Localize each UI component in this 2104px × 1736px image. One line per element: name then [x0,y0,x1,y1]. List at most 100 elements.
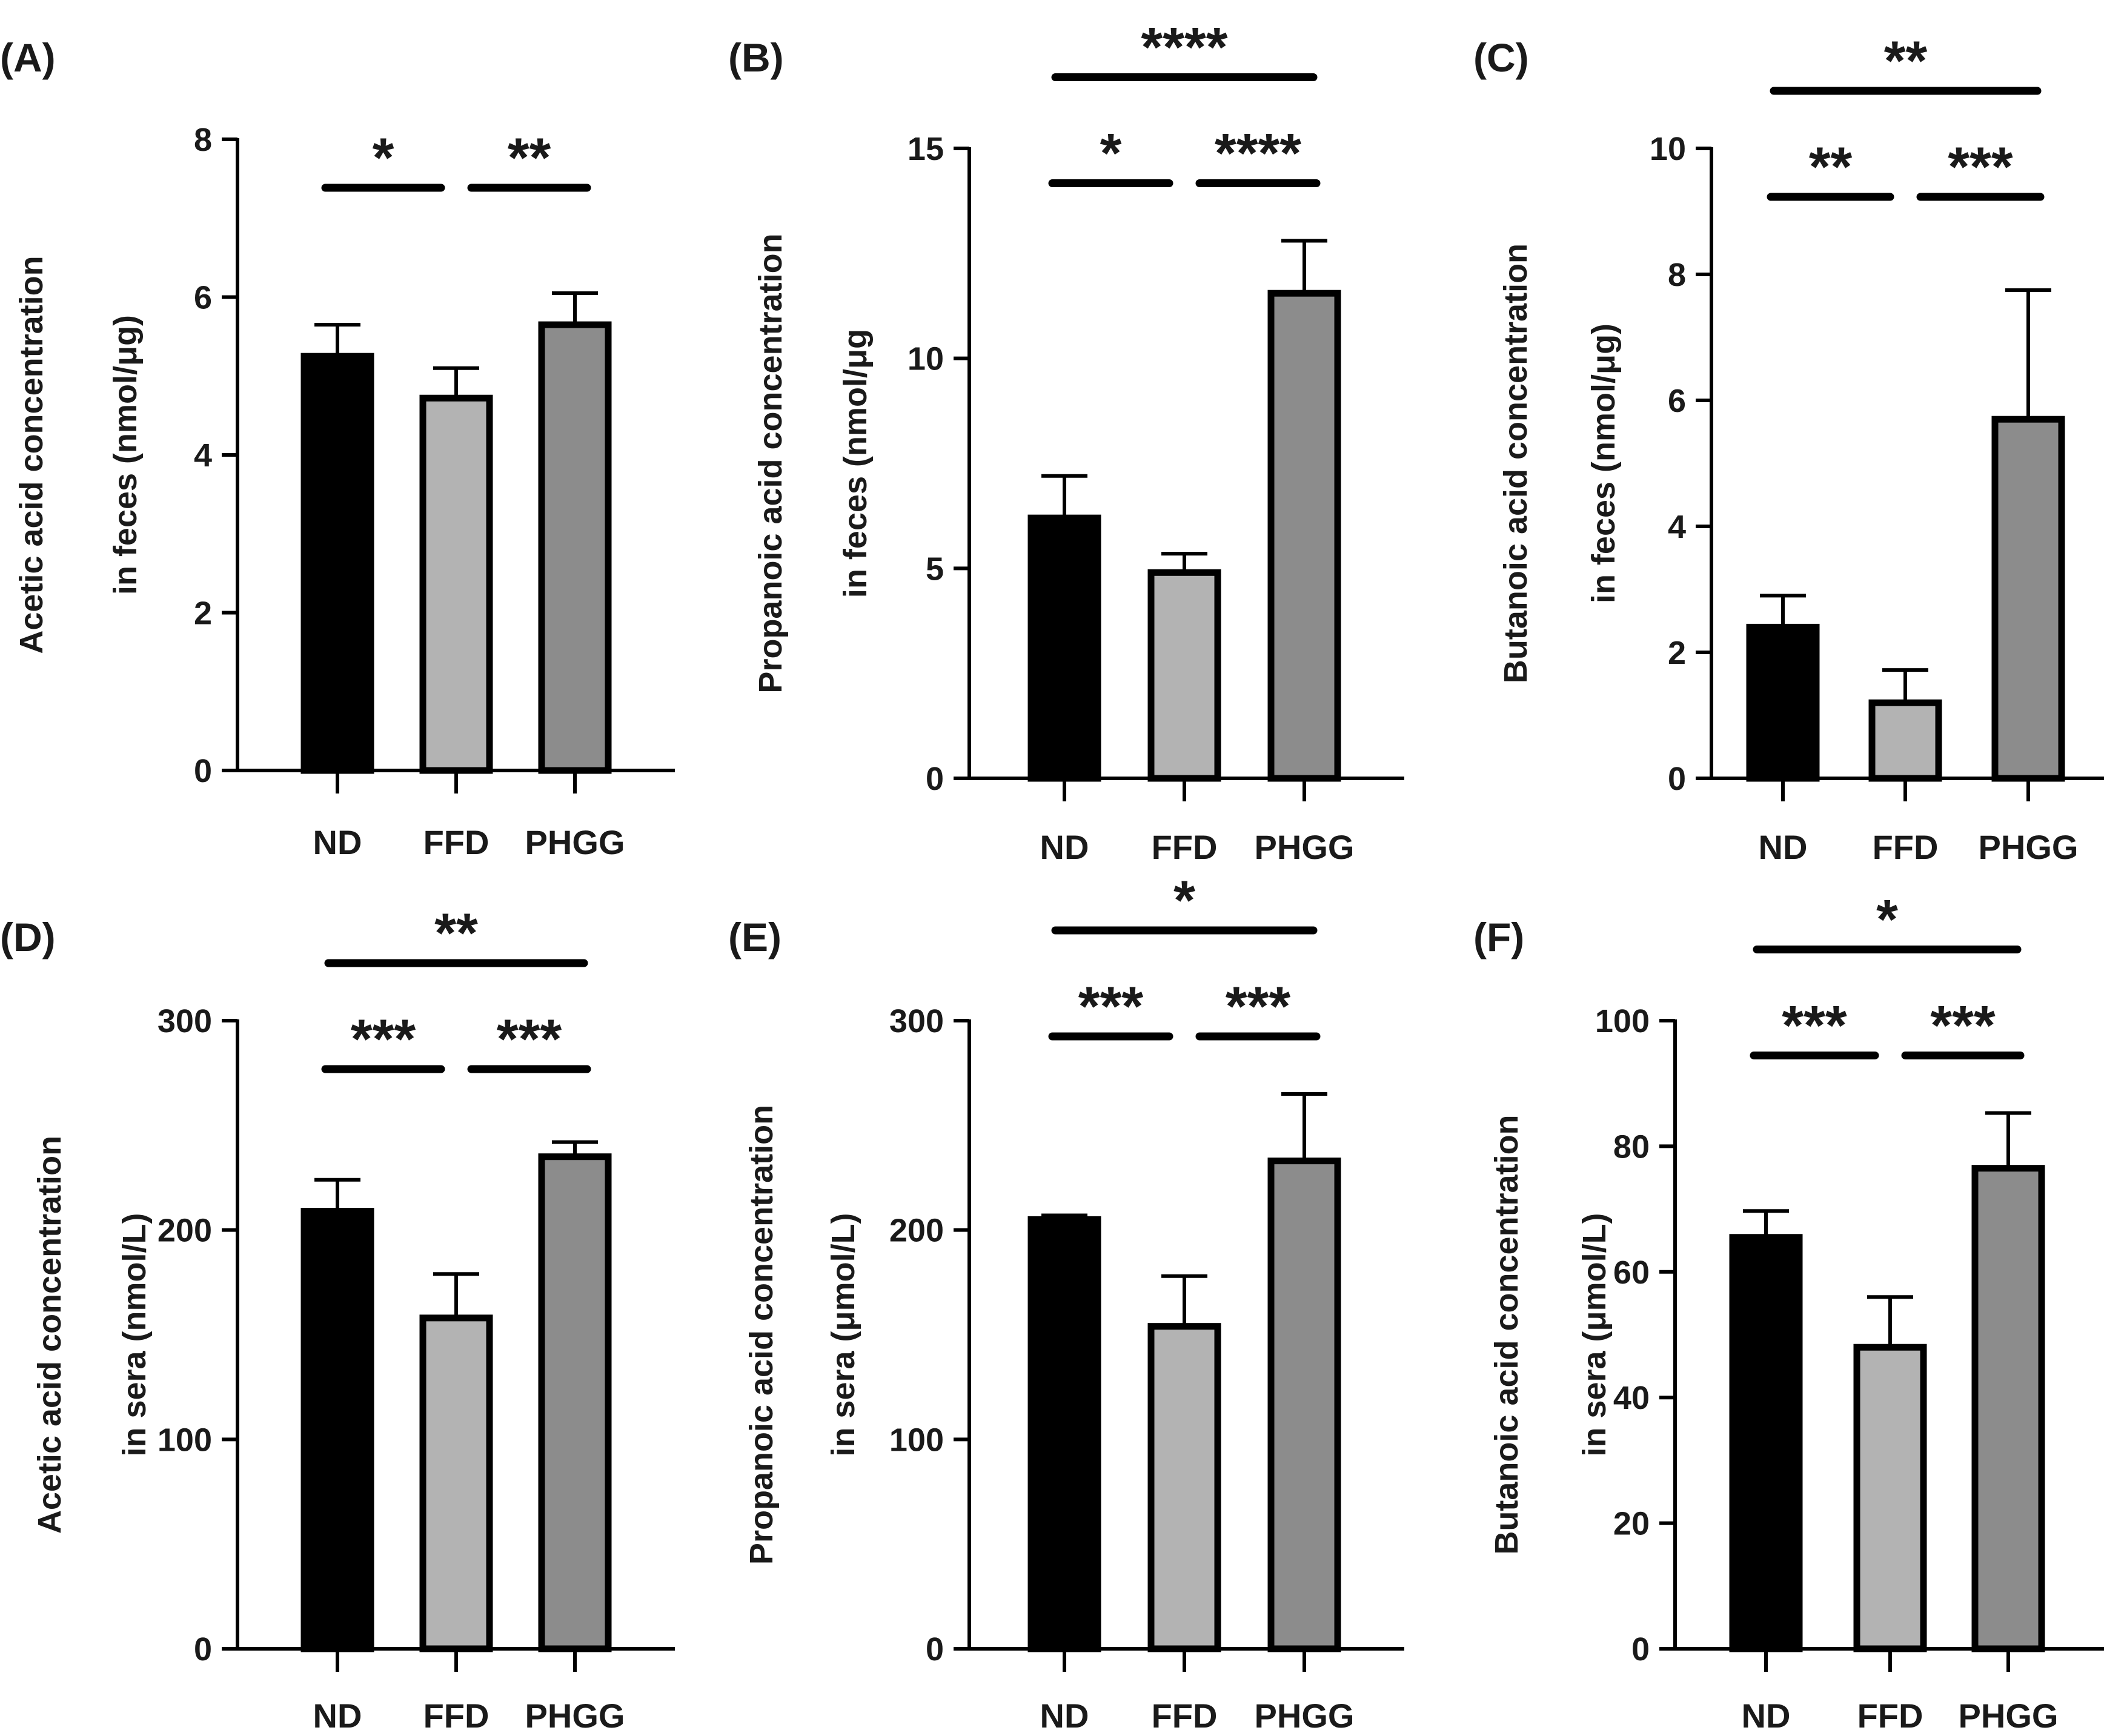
y-tick-label: 200 [158,1213,212,1249]
y-tick-label: 8 [1668,257,1686,293]
bar-phgg [538,1153,612,1652]
panel-label: (E) [728,915,782,959]
bar-phgg [1267,1158,1341,1652]
significance-label: *** [1782,995,1847,1056]
y-axis-title-line: Butanoic acid concentration [1488,1115,1525,1554]
y-tick-label: 2 [194,595,212,632]
significance-label: ** [434,903,478,964]
y-axis-title-line: Acetic acid concentration [13,256,50,654]
y-tick-label: 20 [1613,1506,1650,1542]
y-tick-label: 6 [1668,383,1686,419]
bar-nd [1746,623,1820,782]
significance-label: ** [1809,136,1853,198]
y-axis-title-line: in feces (nmol/μg) [107,315,144,595]
x-tick-label: FFD [1152,828,1218,866]
bar-nd [300,1208,374,1652]
significance-label: * [373,127,394,189]
y-axis-title-line: in sera (μmol/L) [825,1213,861,1456]
x-tick-label: PHGG [1959,1697,2059,1735]
bar-ffd [419,1314,493,1652]
bar-nd [1027,514,1101,782]
y-axis-title-line: Propanoic acid concentration [752,233,789,693]
y-axis-title-line: Butanoic acid concentration [1498,244,1534,683]
panel-d: (D) Acetic acid concentration in sera (nmo… [0,903,675,1735]
x-tick-label: PHGG [1979,828,2079,866]
bar-nd [300,353,374,774]
panel-c: (C) Butanoic acid concentration in feces (… [1473,30,2104,866]
y-axis-title-line: in feces (nmol/μg) [1585,323,1622,603]
x-tick-label: ND [1040,1697,1089,1735]
x-tick-label: PHGG [525,1697,625,1735]
y-axis-title-line: Propanoic acid concentration [743,1105,780,1565]
y-tick-label: 300 [889,1003,944,1039]
y-tick-label: 0 [1668,761,1686,797]
significance-label: *** [351,1009,416,1070]
bar-phgg [538,321,612,774]
y-tick-label: 300 [158,1003,212,1039]
y-tick-label: 4 [1668,509,1686,545]
significance-label: *** [497,1009,562,1070]
bar-ffd [1147,1323,1221,1652]
x-tick-label: PHGG [525,823,625,861]
significance-label: *** [1078,976,1144,1038]
panel-label: (A) [0,35,56,80]
significance-label: *** [1948,136,2013,198]
y-tick-label: 0 [194,1631,212,1668]
bar-ffd [1147,569,1221,782]
y-tick-label: 40 [1613,1380,1650,1416]
bar-phgg [1267,290,1341,782]
x-tick-label: ND [1040,828,1089,866]
y-tick-label: 10 [908,341,944,377]
significance-label: *** [1930,995,1996,1056]
significance-label: * [1876,889,1898,950]
x-tick-label: PHGG [1255,1697,1355,1735]
significance-label: ** [1884,30,1928,92]
y-tick-label: 100 [889,1422,944,1458]
y-tick-label: 15 [908,131,944,167]
bar-ffd [419,394,493,774]
significance-label: **** [1141,17,1227,79]
bar-phgg [1971,1165,2045,1652]
y-axis-title-line: in sera (nmol/L) [116,1213,153,1456]
x-tick-label: FFD [1152,1697,1218,1735]
x-tick-label: ND [1759,828,1808,866]
significance-label: * [1173,870,1195,932]
y-tick-label: 0 [194,753,212,789]
y-tick-label: 0 [926,761,944,797]
x-tick-label: FFD [1857,1697,1923,1735]
bar-nd [1729,1234,1803,1652]
y-tick-label: 0 [926,1631,944,1668]
x-tick-label: ND [313,1697,362,1735]
significance-label: **** [1215,123,1301,185]
panel-f: (F) Butanoic acid concentration in sera (μ… [1473,889,2104,1735]
y-tick-label: 60 [1613,1254,1650,1291]
significance-label: * [1100,123,1122,185]
significance-label: *** [1226,976,1291,1038]
bar-ffd [1868,699,1942,782]
panel-e: (E) Propanoic acid concentration in sera (… [728,870,1404,1735]
y-axis-title-line: Acetic acid concentration [32,1136,68,1534]
panel-a: (A) Acetic acid concentration in feces (nm… [0,35,675,861]
y-tick-label: 2 [1668,635,1686,671]
y-tick-label: 80 [1613,1128,1650,1165]
significance-label: ** [508,127,551,189]
x-tick-label: ND [313,823,362,861]
panel-label: (C) [1473,35,1529,80]
y-tick-label: 4 [194,437,212,474]
panel-label: (D) [0,915,56,959]
x-tick-label: FFD [423,1697,489,1735]
x-tick-label: FFD [423,823,489,861]
y-tick-label: 200 [889,1213,944,1249]
y-tick-label: 6 [194,280,212,316]
panel-label: (B) [728,35,784,80]
y-tick-label: 5 [926,551,944,587]
y-tick-label: 8 [194,122,212,158]
y-tick-label: 0 [1631,1631,1650,1668]
x-tick-label: ND [1742,1697,1791,1735]
y-axis-title-line: in sera (μmol/L) [1576,1213,1613,1456]
bar-ffd [1853,1343,1927,1652]
x-tick-label: FFD [1873,828,1939,866]
y-tick-label: 10 [1650,131,1686,167]
y-tick-label: 100 [158,1422,212,1458]
